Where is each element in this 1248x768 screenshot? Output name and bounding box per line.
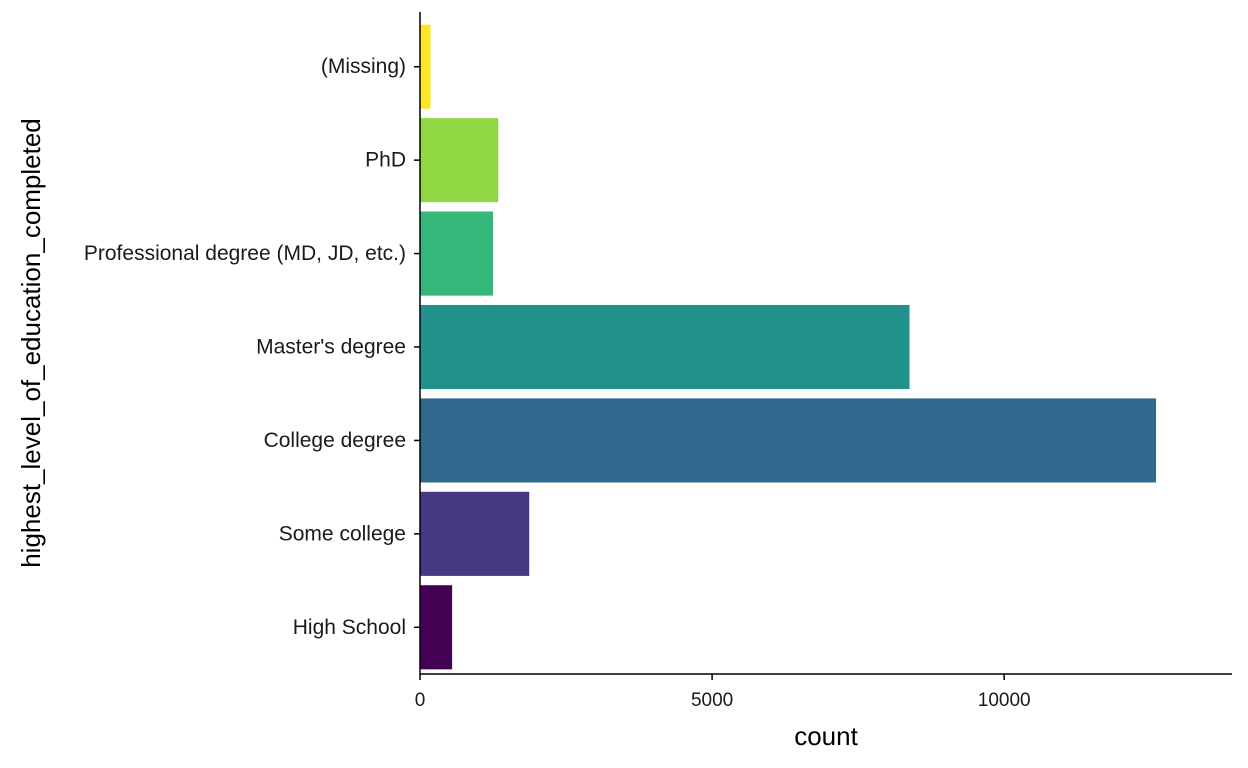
x-axis-title: count [794, 721, 858, 751]
bar-phd [420, 118, 498, 202]
category-label-professional-degree-md-jd-etc: Professional degree (MD, JD, etc.) [84, 242, 406, 265]
x-tick-label-0: 0 [415, 690, 426, 711]
x-tick-label-10000: 10000 [978, 690, 1031, 711]
x-tick-label-5000: 5000 [691, 690, 733, 711]
bar-master-s-degree [420, 305, 910, 389]
category-label-high-school: High School [293, 616, 406, 639]
category-label-missing: (Missing) [321, 55, 406, 78]
category-label-college-degree: College degree [264, 429, 406, 452]
bar-professional-degree-md-jd-etc [420, 212, 493, 296]
bar-some-college [420, 492, 529, 576]
bar-high-school [420, 585, 452, 669]
bars-layer [420, 25, 1156, 670]
bar-college-degree [420, 398, 1156, 482]
category-labels: High School Some college College degree Mas… [84, 55, 420, 639]
category-label-phd: PhD [365, 149, 406, 172]
category-label-master-s-degree: Master's degree [256, 336, 406, 359]
bar-missing [420, 25, 431, 109]
x-axis-ticks: 0 5000 10000 [415, 674, 1031, 711]
y-axis-title: highest_level_of_education_completed [16, 118, 46, 568]
category-label-some-college: Some college [279, 522, 406, 545]
